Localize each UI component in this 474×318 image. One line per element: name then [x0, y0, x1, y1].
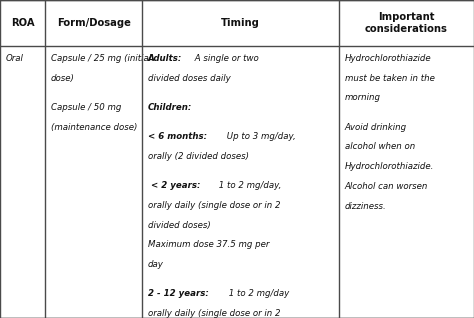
Text: Avoid drinking: Avoid drinking — [345, 123, 407, 132]
Text: must be taken in the: must be taken in the — [345, 74, 435, 83]
Text: Timing: Timing — [221, 18, 260, 28]
Text: ROA: ROA — [11, 18, 34, 28]
Text: divided doses): divided doses) — [148, 221, 210, 230]
Text: 1 to 2 mg/day: 1 to 2 mg/day — [227, 289, 290, 298]
Text: Alcohol can worsen: Alcohol can worsen — [345, 182, 428, 191]
Text: Oral: Oral — [6, 54, 24, 63]
Text: 1 to 2 mg/day,: 1 to 2 mg/day, — [216, 181, 281, 190]
Text: orally daily (single dose or in 2: orally daily (single dose or in 2 — [148, 201, 281, 210]
Text: Important
considerations: Important considerations — [365, 12, 448, 34]
Text: alcohol when on: alcohol when on — [345, 142, 415, 151]
Text: Form/Dosage: Form/Dosage — [57, 18, 130, 28]
Text: < 2 years:: < 2 years: — [148, 181, 201, 190]
Text: Maximum dose 37.5 mg per: Maximum dose 37.5 mg per — [148, 240, 269, 249]
Text: Hydrochlorothiazide: Hydrochlorothiazide — [345, 54, 431, 63]
Text: Hydrochlorothiazide.: Hydrochlorothiazide. — [345, 162, 434, 171]
Text: A single or two: A single or two — [192, 54, 259, 63]
Text: Capsule / 50 mg: Capsule / 50 mg — [51, 103, 121, 112]
Text: Children:: Children: — [148, 103, 192, 112]
Text: dose): dose) — [51, 74, 74, 83]
Text: divided doses daily: divided doses daily — [148, 74, 231, 83]
Text: Capsule / 25 mg (initial: Capsule / 25 mg (initial — [51, 54, 151, 63]
Text: Adults:: Adults: — [148, 54, 182, 63]
Text: < 6 months:: < 6 months: — [148, 132, 207, 141]
Text: Up to 3 mg/day,: Up to 3 mg/day, — [224, 132, 296, 141]
Text: dizziness.: dizziness. — [345, 202, 386, 211]
Text: orally (2 divided doses): orally (2 divided doses) — [148, 152, 249, 161]
Text: 2 - 12 years:: 2 - 12 years: — [148, 289, 209, 298]
Text: day: day — [148, 260, 164, 269]
Text: (maintenance dose): (maintenance dose) — [51, 123, 137, 132]
Text: orally daily (single dose or in 2: orally daily (single dose or in 2 — [148, 309, 281, 318]
Text: morning: morning — [345, 93, 381, 102]
